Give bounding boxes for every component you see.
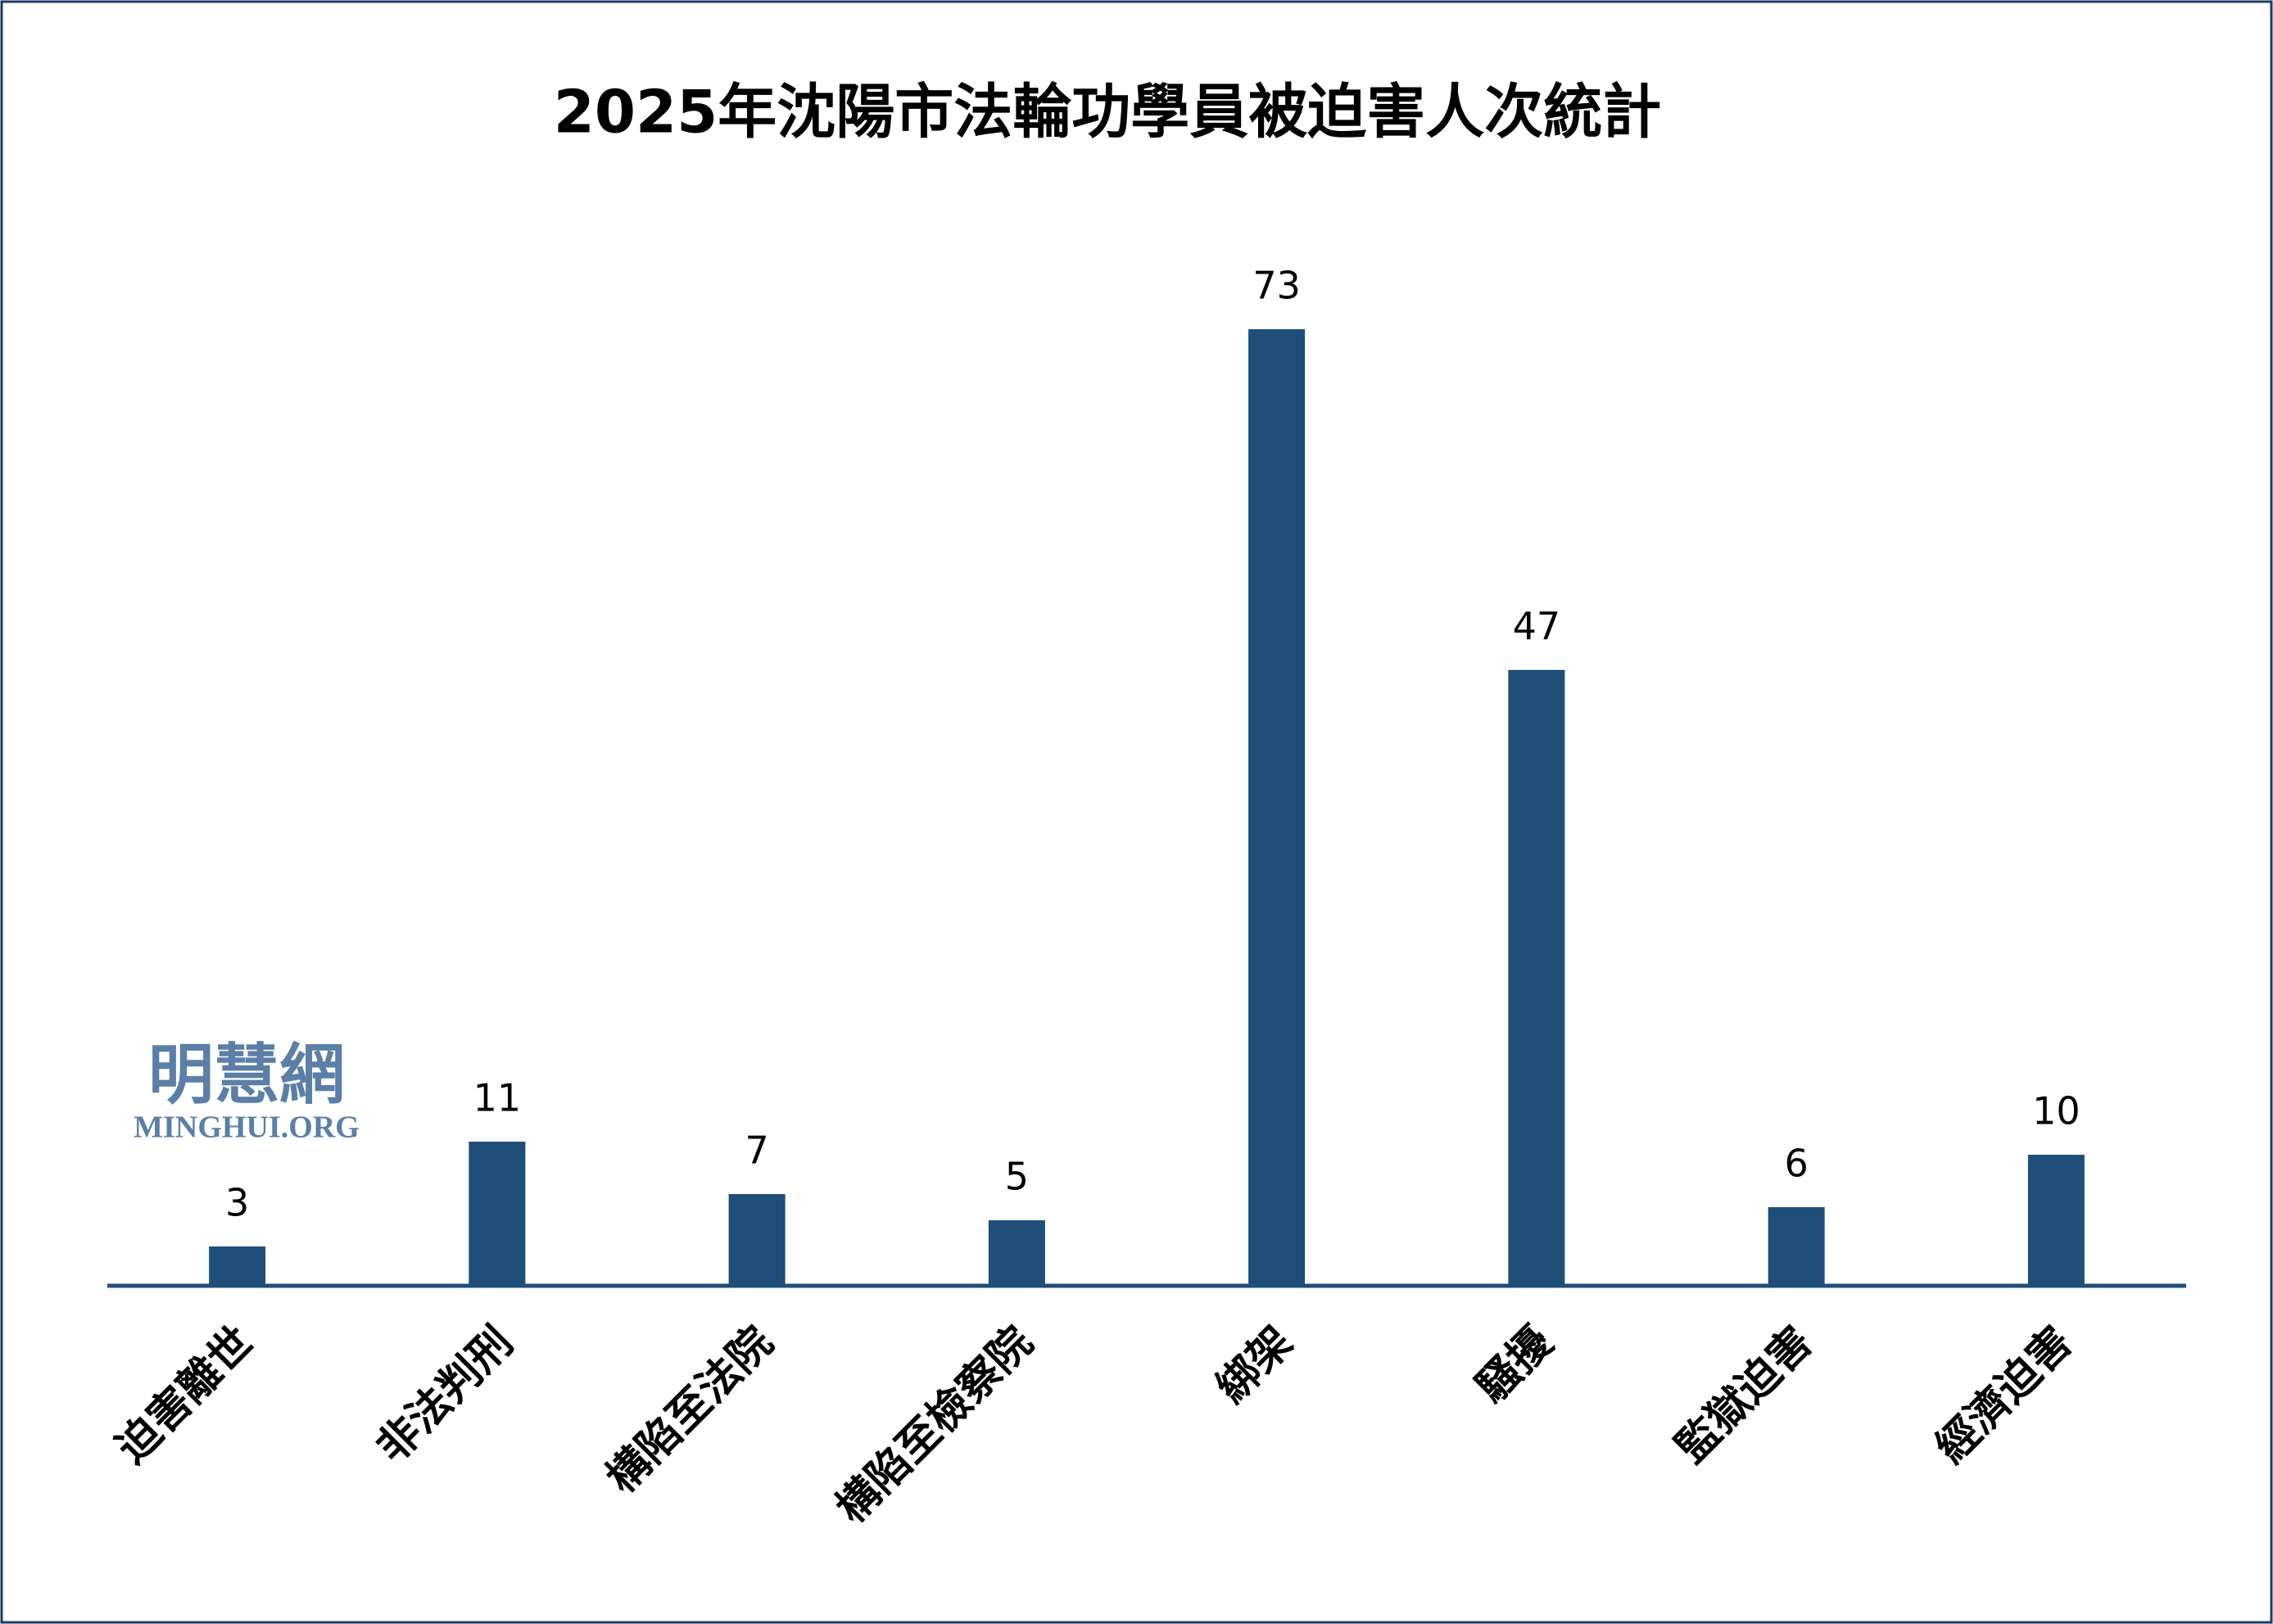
data-label: 73 — [1252, 264, 1301, 308]
data-label: 11 — [473, 1076, 522, 1120]
watermark-logo: 明慧網 — [148, 1037, 345, 1113]
data-label: 7 — [745, 1129, 768, 1173]
bar — [1508, 670, 1565, 1286]
data-label: 47 — [1513, 604, 1561, 649]
bar — [1768, 1207, 1825, 1286]
data-label: 6 — [1784, 1142, 1808, 1186]
bar — [469, 1142, 526, 1286]
bar — [2027, 1155, 2085, 1286]
bar — [209, 1246, 266, 1286]
data-label: 5 — [1005, 1155, 1029, 1199]
data-label: 10 — [2032, 1089, 2081, 1133]
bar — [1248, 329, 1306, 1286]
data-label: 3 — [225, 1181, 249, 1225]
bar — [988, 1220, 1045, 1286]
bar — [728, 1194, 786, 1286]
chart-title: 2025年沈陽市法輪功學員被迫害人次統計 — [554, 78, 1661, 147]
watermark-site: MINGHUI.ORG — [134, 1111, 360, 1145]
